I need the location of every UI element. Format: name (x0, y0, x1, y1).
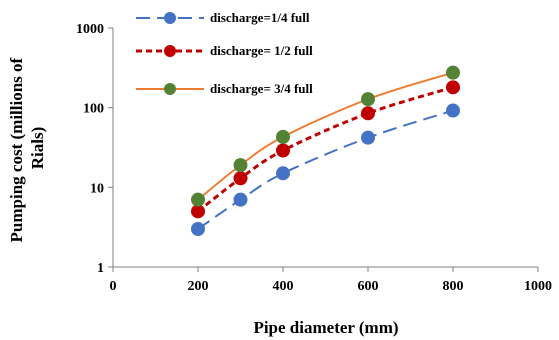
series-3 (191, 65, 460, 207)
x-tick-label: 0 (110, 279, 117, 294)
series-2 (191, 80, 460, 219)
data-point (361, 106, 375, 121)
data-point (361, 130, 375, 145)
data-point (276, 166, 290, 181)
y-tick-label: 1 (97, 261, 104, 276)
axes: 1 10 100 1000 0 200 400 600 800 1000 (76, 22, 552, 294)
legend-label: discharge=1/4 full (210, 10, 310, 25)
series-line (197, 85, 454, 213)
legend-item: discharge= 3/4 full (136, 81, 313, 96)
legend-marker (164, 12, 176, 24)
data-point (233, 158, 248, 173)
data-point (233, 192, 248, 207)
legend-label: discharge= 1/2 full (210, 43, 313, 58)
series-line (197, 71, 454, 201)
data-point (191, 221, 205, 236)
y-axis-title-line-2: Rials) (28, 127, 47, 170)
data-point (276, 129, 290, 144)
legend-marker (164, 83, 176, 95)
legend-marker (164, 45, 176, 57)
x-axis-title: Pipe diameter (mm) (253, 318, 398, 337)
data-point (276, 143, 290, 158)
y-axis-title-line-1: Pumping cost (millions of (7, 57, 26, 242)
x-tick-label: 600 (358, 279, 379, 294)
legend: discharge=1/4 full discharge= 1/2 full dis… (136, 10, 313, 96)
y-tick-label: 10 (90, 181, 104, 196)
series-1 (191, 103, 460, 236)
legend-label: discharge= 3/4 full (210, 81, 313, 96)
data-point (361, 92, 375, 107)
data-point (446, 65, 460, 80)
data-point (446, 103, 460, 118)
data-point (191, 192, 205, 207)
legend-item: discharge=1/4 full (136, 10, 310, 25)
legend-item: discharge= 1/2 full (136, 43, 313, 58)
y-tick-label: 1000 (76, 22, 104, 37)
series-layer (191, 65, 460, 236)
data-point (191, 204, 205, 219)
x-tick-label: 400 (273, 279, 294, 294)
x-tick-label: 1000 (524, 279, 552, 294)
data-point (233, 171, 248, 186)
data-point (446, 80, 460, 95)
y-tick-label: 100 (83, 102, 104, 117)
x-tick-label: 800 (443, 279, 464, 294)
x-tick-label: 200 (188, 279, 209, 294)
series-line (197, 109, 454, 230)
y-axis-title: Pumping cost (millions of Rials) (7, 54, 47, 243)
